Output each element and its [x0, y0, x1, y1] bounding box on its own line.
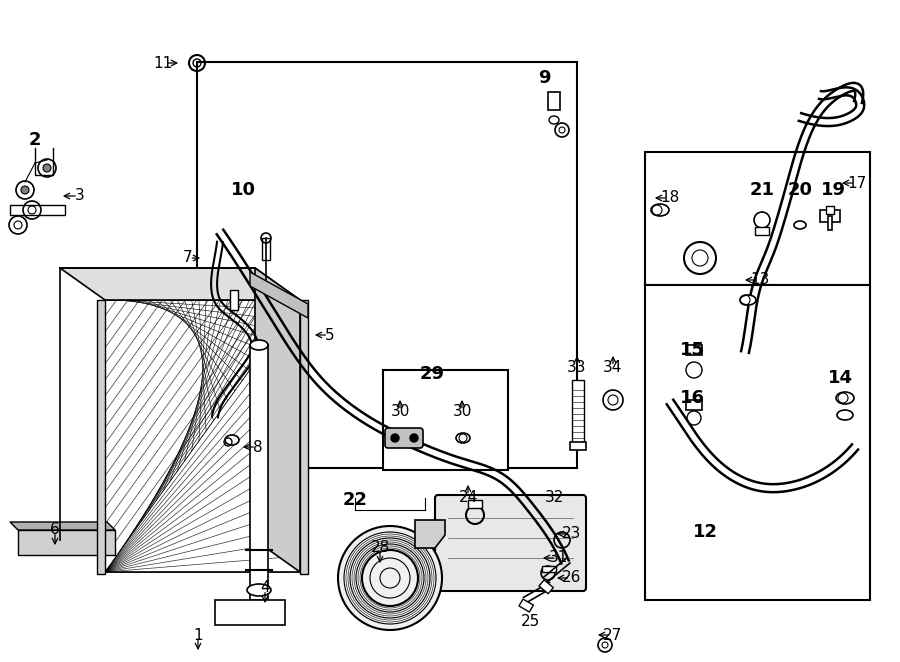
Ellipse shape [250, 340, 268, 350]
Bar [539, 580, 554, 594]
Text: 33: 33 [567, 361, 587, 375]
Text: 29: 29 [419, 365, 445, 383]
Text: 34: 34 [603, 361, 623, 375]
Bar [572, 380, 584, 445]
Text: 15: 15 [680, 341, 705, 359]
Text: 6: 6 [50, 522, 60, 538]
Bar [10, 205, 65, 215]
Text: 16: 16 [680, 389, 705, 407]
Text: 19: 19 [821, 181, 845, 199]
Polygon shape [255, 268, 300, 572]
Text: 24: 24 [458, 489, 478, 504]
Text: 3: 3 [75, 189, 85, 203]
Bar [820, 210, 840, 222]
Bar [262, 238, 270, 260]
Text: 28: 28 [371, 540, 390, 555]
Text: 21: 21 [750, 181, 775, 199]
Polygon shape [415, 520, 445, 548]
Bar [197, 62, 577, 468]
Bar [300, 300, 308, 574]
Text: 13: 13 [751, 273, 770, 287]
Polygon shape [105, 300, 300, 572]
Polygon shape [60, 268, 300, 300]
Bar [383, 370, 508, 470]
Polygon shape [250, 272, 308, 318]
Text: 12: 12 [692, 523, 717, 541]
Bar [570, 442, 586, 450]
Text: 9: 9 [538, 69, 550, 87]
Text: 25: 25 [520, 614, 540, 630]
Text: 27: 27 [603, 628, 623, 643]
Polygon shape [10, 522, 115, 530]
Text: 30: 30 [391, 404, 410, 420]
Text: 8: 8 [253, 440, 263, 455]
Ellipse shape [794, 221, 806, 229]
Circle shape [21, 186, 29, 194]
Circle shape [338, 526, 442, 630]
Text: 17: 17 [848, 175, 867, 191]
Text: 10: 10 [230, 181, 256, 199]
Ellipse shape [247, 584, 271, 596]
Bar [97, 300, 105, 574]
Text: 18: 18 [661, 191, 680, 205]
Circle shape [43, 164, 51, 172]
Text: 1: 1 [194, 628, 202, 643]
Text: 22: 22 [343, 491, 367, 509]
FancyBboxPatch shape [435, 495, 586, 591]
FancyBboxPatch shape [385, 428, 423, 448]
Bar [250, 345, 268, 600]
Text: 2: 2 [29, 131, 41, 149]
Text: 23: 23 [562, 526, 581, 542]
Bar [519, 599, 534, 612]
Text: 20: 20 [788, 181, 813, 199]
Bar [828, 216, 832, 230]
Bar [755, 227, 769, 235]
Bar [645, 285, 870, 600]
Ellipse shape [837, 410, 853, 420]
Ellipse shape [740, 295, 756, 305]
Bar [18, 530, 115, 555]
Text: 4: 4 [260, 581, 270, 596]
Text: 7: 7 [184, 250, 193, 265]
Text: 26: 26 [562, 571, 581, 585]
Bar [686, 345, 702, 355]
Ellipse shape [549, 116, 559, 124]
Text: 14: 14 [827, 369, 852, 387]
Bar [542, 566, 556, 572]
Bar [548, 92, 560, 110]
Ellipse shape [225, 435, 239, 445]
Ellipse shape [651, 204, 669, 216]
Circle shape [410, 434, 418, 442]
Bar [686, 400, 702, 410]
Bar [645, 152, 870, 285]
Ellipse shape [836, 392, 854, 404]
Bar [230, 290, 238, 310]
Bar [826, 206, 834, 214]
Bar [468, 500, 482, 508]
Text: 30: 30 [453, 404, 472, 420]
Text: 11: 11 [153, 56, 173, 70]
Text: 31: 31 [548, 551, 568, 565]
Bar [215, 600, 285, 625]
Circle shape [391, 434, 399, 442]
Text: 32: 32 [545, 489, 564, 504]
Ellipse shape [456, 433, 470, 443]
Text: 5: 5 [325, 328, 335, 342]
